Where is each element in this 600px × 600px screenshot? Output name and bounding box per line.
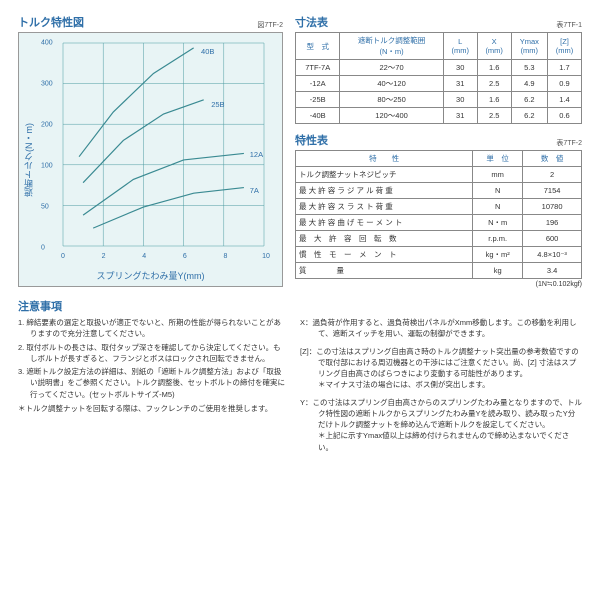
table-row: -40B120～400312.56.20.6: [296, 108, 582, 124]
chart-title: トルク特性図: [18, 14, 84, 30]
table-header: 単 位: [473, 151, 523, 167]
note-item: 3. 遮断トルク設定方法の詳細は、別紙の「遮断トルク調整方法」および「取扱い説明…: [18, 366, 286, 400]
characteristics-table: 特 性単 位数 値トルク調整ナットネジピッチmm2最 大 許 容 ラ ジ ア ル…: [295, 150, 582, 279]
notes-title: 注意事項: [18, 298, 582, 314]
table-row: トルク調整ナットネジピッチmm2: [296, 167, 582, 183]
unit-note: (1N≒0.102kgf): [295, 280, 582, 288]
table-row: -25B80～250301.66.21.4: [296, 92, 582, 108]
table-header: 型 式: [296, 33, 340, 60]
table-row: 最 大 許 容 ス ラ ス ト 荷 重N10780: [296, 199, 582, 215]
table-header: [Z](mm): [547, 33, 581, 60]
note-item: [Z]：この寸法はスプリング自由高さ時のトルク調整ナット突出量の参考数値ですので…: [300, 346, 582, 391]
y-axis-label: 遮断トルク(N・m): [22, 123, 35, 197]
chart-fig-label: 図7TF-2: [257, 20, 283, 30]
notes-left: 1. 締結要素の選定と取扱いが適正でないと、所期の性能が得られないことがあります…: [18, 317, 286, 459]
table-row: 最 大 許 容 ラ ジ ア ル 荷 重N7154: [296, 183, 582, 199]
table-header: 遮断トルク調整範囲(N・m): [340, 33, 443, 60]
table-row: 最 大 許 容 回 転 数r.p.m.600: [296, 231, 582, 247]
note-item: X：過負荷が作用すると、過負荷検出パネルがXmm移動します。この移動を利用して、…: [300, 317, 582, 340]
note-item: 2. 取付ボルトの長さは、取付タップ深さを確認してから決定してください。もしボル…: [18, 342, 286, 365]
table-row: 質 量kg3.4: [296, 263, 582, 279]
table-row: 最 大 許 容 曲 げ モ ー メ ン トN・m196: [296, 215, 582, 231]
note-item: Y：この寸法はスプリング自由高さからのスプリングたわみ量となりますので、トルク特…: [300, 397, 582, 453]
char-table-label: 表7TF-2: [556, 138, 582, 148]
table-row: -12A40～120312.54.90.9: [296, 76, 582, 92]
table-header: Ymax(mm): [511, 33, 547, 60]
char-table-title: 特性表: [295, 132, 328, 148]
note-item: 1. 締結要素の選定と取扱いが適正でないと、所期の性能が得られないことがあります…: [18, 317, 286, 340]
torque-chart: 遮断トルク(N・m) スプリングたわみ量Y(mm) 40B25B12A7A 05…: [18, 32, 283, 287]
table-row: 慣 性 モ ー メ ン トkg・m²4.8×10⁻³: [296, 247, 582, 263]
dim-table-title: 寸法表: [295, 14, 328, 30]
notes-footnote: ＊トルク調整ナットを回転する際は、フックレンチのご使用を推奨します。: [18, 403, 286, 414]
table-header: L(mm): [443, 33, 477, 60]
x-axis-label: スプリングたわみ量Y(mm): [97, 269, 205, 282]
table-header: X(mm): [477, 33, 511, 60]
notes-right: X：過負荷が作用すると、過負荷検出パネルがXmm移動します。この移動を利用して、…: [300, 317, 582, 459]
table-header: 数 値: [523, 151, 582, 167]
table-header: 特 性: [296, 151, 473, 167]
table-row: 7TF-7A22～70301.65.31.7: [296, 60, 582, 76]
dim-table-label: 表7TF-1: [556, 20, 582, 30]
dimensions-table: 型 式遮断トルク調整範囲(N・m)L(mm)X(mm)Ymax(mm)[Z](m…: [295, 32, 582, 124]
